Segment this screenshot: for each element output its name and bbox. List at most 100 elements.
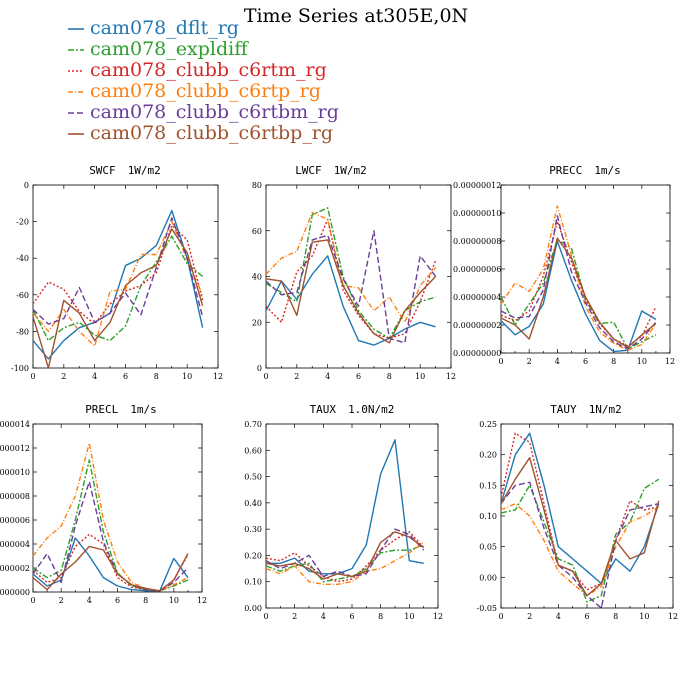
- y-tick-label: -20: [16, 218, 29, 227]
- series-line: [500, 432, 660, 585]
- series-line: [500, 457, 660, 597]
- y-tick-label: 0.00000012: [453, 181, 501, 190]
- y-tick-label: -0.05: [476, 604, 497, 613]
- chart-panels: SWCF 1W/m2 0 2 4 6 8 10 12 -100 -80 -60 -40 -20 0 LWCF 1…: [0, 164, 678, 621]
- x-tick-label: 2: [61, 372, 66, 381]
- series-line: [32, 480, 189, 592]
- series-line: [265, 239, 437, 344]
- series-line: [32, 459, 189, 592]
- legend-item: cam078_clubb_c6rtp_rg: [68, 80, 321, 102]
- y-tick-label: 20: [252, 318, 262, 327]
- x-tick-label: 0: [498, 612, 503, 621]
- chart-panel: SWCF 1W/m2 0 2 4 6 8 10 12 -100 -80 -60 -40 -20 0: [11, 164, 223, 381]
- x-tick-label: 8: [154, 372, 159, 381]
- y-tick-label: 0.10: [479, 512, 497, 521]
- y-tick-label: 00000008: [0, 492, 30, 501]
- x-tick-label: 8: [143, 596, 148, 605]
- y-tick-label: 0.05: [479, 543, 497, 552]
- series-line: [32, 545, 189, 592]
- y-tick-label: 0.15: [479, 481, 497, 490]
- x-tick-label: 10: [182, 372, 192, 381]
- y-tick-label: 0.20: [244, 551, 262, 560]
- x-tick-label: 4: [87, 596, 92, 605]
- series-line: [500, 238, 657, 350]
- x-tick-label: 4: [321, 612, 326, 621]
- x-tick-label: 10: [639, 612, 649, 621]
- y-tick-label: 0.00000006: [453, 265, 501, 274]
- x-tick-label: 6: [584, 612, 589, 621]
- legend-label: cam078_dflt_rg: [90, 17, 239, 39]
- legend-item: cam078_clubb_c6rtbp_rg: [68, 122, 333, 144]
- panel-title-name: TAUY: [550, 403, 577, 416]
- y-tick-label: 0.50: [244, 473, 262, 482]
- y-tick-label: 00000014: [0, 420, 30, 429]
- x-tick-label: 12: [446, 372, 456, 381]
- y-tick-label: 0.00: [244, 604, 262, 613]
- y-tick-label: 0.30: [244, 525, 262, 534]
- series-line: [32, 217, 204, 325]
- y-tick-label: 0.70: [244, 420, 262, 429]
- plot-frame: [32, 184, 219, 369]
- x-tick-label: 8: [611, 357, 616, 366]
- x-tick-label: 4: [325, 372, 330, 381]
- y-tick-label: 0.00000008: [453, 237, 501, 246]
- x-tick-label: 2: [527, 357, 532, 366]
- legend-label: cam078_expldiff: [90, 38, 249, 60]
- y-tick-label: 0.00: [479, 573, 497, 582]
- x-tick-label: 2: [292, 612, 297, 621]
- series-line: [265, 544, 424, 583]
- series-line: [32, 224, 204, 325]
- series-line: [32, 235, 204, 342]
- panel-title-unit: 1W/m2: [128, 164, 161, 177]
- y-tick-label: 00000002: [0, 564, 30, 573]
- y-tick-label: 60: [252, 227, 262, 236]
- y-tick-label: -100: [11, 364, 29, 373]
- x-tick-label: 6: [115, 596, 120, 605]
- panel-title: PRECC 1m/s: [549, 164, 621, 177]
- x-tick-label: 0: [30, 596, 35, 605]
- x-tick-label: 8: [378, 612, 383, 621]
- y-tick-label: 0.25: [479, 420, 497, 429]
- series-line: [265, 531, 425, 583]
- x-tick-label: 6: [356, 372, 361, 381]
- x-tick-label: 2: [527, 612, 532, 621]
- y-tick-label: 40: [252, 273, 262, 282]
- x-tick-label: 6: [123, 372, 128, 381]
- chart-panel: PRECC 1m/s 0 2 4 6 8 10 12 0.00000000 0.00000002 0.…: [453, 164, 675, 366]
- chart-panel: TAUX 1.0N/m2 0 2 4 6 8 10 12 0.00 0.10 0.20 0.30 0.40…: [244, 403, 443, 621]
- series-line: [32, 209, 204, 360]
- series-line: [500, 503, 660, 597]
- x-tick-label: 10: [169, 596, 179, 605]
- y-tick-label: 0.00000004: [453, 293, 501, 302]
- y-tick-label: 0.00000002: [453, 321, 501, 330]
- x-tick-label: 2: [59, 596, 64, 605]
- x-tick-label: 6: [349, 612, 354, 621]
- series-line: [265, 230, 437, 344]
- y-tick-label: 0: [24, 181, 29, 190]
- legend-item: cam078_clubb_c6rtm_rg: [68, 59, 327, 81]
- y-tick-label: -40: [16, 254, 29, 263]
- series-line: [265, 211, 437, 323]
- panel-title-name: TAUX: [310, 403, 337, 416]
- x-tick-label: 6: [583, 357, 588, 366]
- y-tick-label: 00000006: [0, 516, 30, 525]
- x-tick-label: 8: [387, 372, 392, 381]
- series-line: [32, 537, 189, 592]
- x-tick-label: 8: [613, 612, 618, 621]
- y-tick-label: 0.60: [244, 446, 262, 455]
- y-tick-label: 0.10: [244, 578, 262, 587]
- x-tick-label: 12: [197, 596, 207, 605]
- x-tick-label: 4: [556, 612, 561, 621]
- chart-panel: PRECL 1m/s 0 2 4 6 8 10 12 0.00000000 00000002 0000…: [0, 403, 207, 605]
- panel-title-name: SWCF: [89, 164, 116, 177]
- chart-panel: LWCF 1W/m2 0 2 4 6 8 10 12 0 20 40 60 80: [252, 164, 456, 381]
- legend-item: cam078_dflt_rg: [68, 17, 239, 39]
- legend-label: cam078_clubb_c6rtbp_rg: [90, 122, 333, 144]
- x-tick-label: 0: [263, 612, 268, 621]
- plot-frame: [265, 423, 439, 609]
- x-tick-label: 4: [555, 357, 560, 366]
- plot-frame: [32, 423, 203, 593]
- legend: cam078_dflt_rgcam078_expldiffcam078_club…: [68, 17, 339, 144]
- y-tick-label: 80: [252, 181, 262, 190]
- panel-title: SWCF 1W/m2: [89, 164, 161, 177]
